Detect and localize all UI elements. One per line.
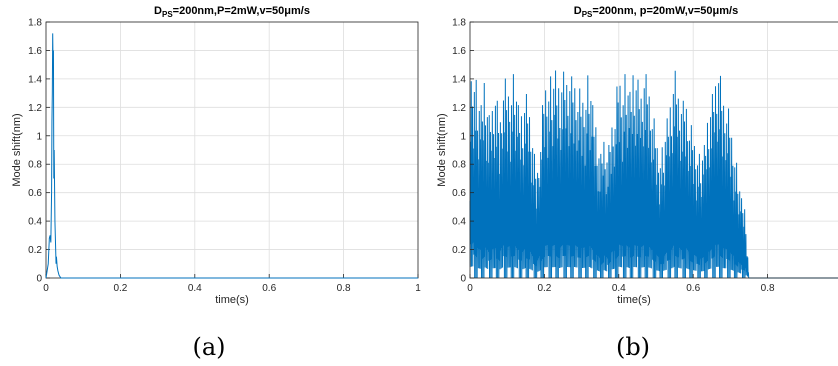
panel-b-ytick-label: 1.2	[452, 103, 466, 114]
panel-b-ylabel: Mode shift(nm)	[436, 113, 448, 186]
panel-b-ytick-label: 1.8	[452, 18, 466, 29]
panel-a-frame	[45, 21, 419, 279]
panel-b: 0 0.2 0.4 0.6 0.8 1 1.2 1.4 1.6 1.8 0 0.2 0.4 0.6 0.8…	[436, 5, 838, 361]
panel-a-ytick-label: 0.6	[28, 188, 42, 199]
panel-b-xtick-label: 0.2	[537, 283, 551, 294]
panel-b-title: DPS=200nm, p=20mW,v=50μm/s	[574, 5, 738, 19]
panel-a-xtick-label: 0.8	[337, 283, 351, 294]
panel-a-ytick-label: 0.2	[28, 245, 42, 256]
caption-b: (b)	[616, 333, 650, 361]
panel-a-ytick-label: 1.4	[28, 74, 42, 85]
panel-b-xtick-label: 0.6	[686, 283, 700, 294]
panel-a-ytick-label: 0.4	[28, 217, 42, 228]
panel-b-frame	[469, 21, 838, 279]
panel-b-ytick-label: 0.4	[452, 217, 466, 228]
panel-b-ytick-label: 0.8	[452, 160, 466, 171]
panel-a-xtick-label: 0.2	[113, 283, 127, 294]
panel-b-ytick-label: 0.6	[452, 188, 466, 199]
panel-a-grid	[45, 21, 419, 279]
panel-b-ytick-label: 1	[460, 131, 466, 142]
panel-a-xtick-label: 0	[43, 283, 49, 294]
panel-b-ytick-label: 1.6	[452, 46, 466, 57]
panel-a-yticks: 0 0.2 0.4 0.6 0.8 1 1.2 1.4 1.6 1.8	[28, 18, 50, 285]
panel-a-xlabel: time(s)	[215, 294, 249, 306]
panel-b-xticks: 0 0.2 0.4 0.6 0.8	[467, 274, 775, 294]
panel-a-ytick-label: 1.6	[28, 46, 42, 57]
panel-a-xticks: 0 0.2 0.4 0.6 0.8 1	[43, 274, 421, 294]
panel-a-ylabel: Mode shift(nm)	[11, 113, 23, 186]
panel-a-xtick-label: 1	[415, 283, 421, 294]
panel-a-xtick-label: 0.6	[262, 283, 276, 294]
panel-a-ytick-label: 1.2	[28, 103, 42, 114]
panel-b-xlabel: time(s)	[617, 294, 651, 306]
panel-b-ytick-label: 1.4	[452, 74, 466, 85]
panel-b-xtick-label: 0.8	[761, 283, 775, 294]
panel-a-ytick-label: 1	[36, 131, 42, 142]
panel-b-series-line	[469, 70, 838, 279]
panel-b-yticks: 0 0.2 0.4 0.6 0.8 1 1.2 1.4 1.6 1.8	[452, 18, 474, 285]
panel-a-xtick-label: 0.4	[188, 283, 202, 294]
panel-a-title: DPS=200nm,P=2mW,v=50μm/s	[154, 5, 310, 19]
panel-a-ytick-label: 1.8	[28, 18, 42, 29]
panel-a-series-line	[45, 33, 418, 279]
caption-a: (a)	[192, 333, 225, 361]
panel-b-ytick-label: 0	[460, 274, 466, 285]
panel-a: 0 0.2 0.4 0.6 0.8 1 1.2 1.4 1.6 1.8 0 0.2 0.4 0.6 0.8…	[11, 5, 421, 361]
panel-a-ytick-label: 0	[36, 274, 42, 285]
panel-a-ytick-label: 0.8	[28, 160, 42, 171]
panel-b-xtick-label: 0.4	[612, 283, 626, 294]
panel-b-xtick-label: 0	[467, 283, 473, 294]
panel-b-ytick-label: 0.2	[452, 245, 466, 256]
